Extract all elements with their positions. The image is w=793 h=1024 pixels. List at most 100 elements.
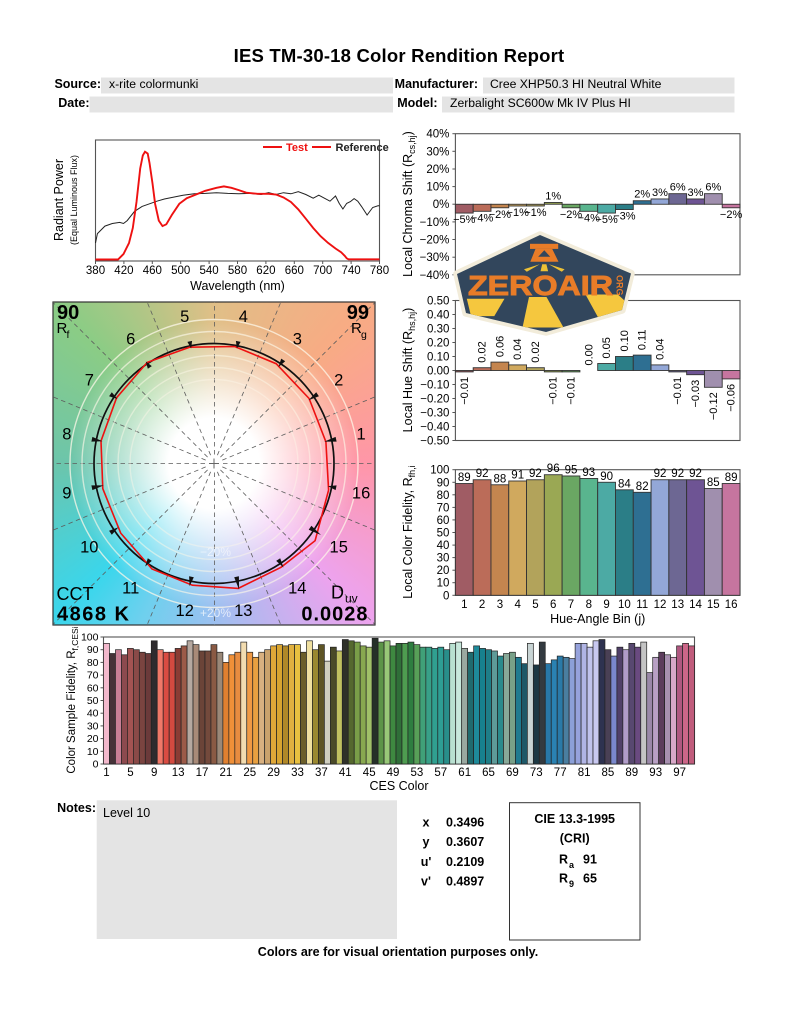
svg-text:580: 580 (228, 265, 247, 277)
svg-text:Local Hue Shift (Rhs,hj): Local Hue Shift (Rhs,hj) (401, 308, 417, 433)
svg-text:70: 70 (437, 502, 450, 514)
svg-text:80: 80 (87, 657, 99, 669)
svg-text:20: 20 (437, 565, 450, 577)
svg-text:80: 80 (437, 490, 450, 502)
svg-text:92: 92 (529, 468, 542, 480)
svg-text:−0.40: −0.40 (420, 422, 449, 434)
svg-text:90: 90 (600, 471, 613, 483)
svg-text:50: 50 (437, 528, 450, 540)
svg-text:3%: 3% (688, 187, 704, 199)
svg-text:−0.30: −0.30 (420, 408, 449, 420)
svg-text:CIE 13.3-1995: CIE 13.3-1995 (534, 812, 615, 826)
svg-text:g: g (361, 329, 367, 341)
svg-text:R: R (57, 320, 68, 337)
svg-text:100: 100 (81, 632, 99, 644)
svg-text:540: 540 (200, 265, 219, 277)
svg-text:10: 10 (87, 746, 99, 758)
svg-text:7: 7 (568, 599, 574, 611)
svg-text:92: 92 (689, 468, 702, 480)
svg-text:10%: 10% (426, 182, 449, 194)
svg-text:13: 13 (234, 602, 252, 620)
svg-text:−0.20: −0.20 (420, 394, 449, 406)
svg-text:IES TM-30-18 Color Rendition R: IES TM-30-18 Color Rendition Report (234, 45, 565, 66)
svg-text:Cree XHP50.3 HI Neutral White: Cree XHP50.3 HI Neutral White (490, 77, 662, 91)
svg-text:20: 20 (87, 733, 99, 745)
svg-text:0.30: 0.30 (427, 324, 449, 336)
svg-text:x: x (423, 816, 430, 830)
svg-text:89: 89 (725, 472, 738, 484)
svg-text:Zerbalight SC600w Mk IV Plus H: Zerbalight SC600w Mk IV Plus HI (450, 96, 631, 110)
svg-text:99: 99 (347, 302, 369, 324)
svg-text:65: 65 (583, 872, 597, 886)
svg-text:v': v' (421, 875, 431, 889)
svg-text:y: y (423, 835, 430, 849)
svg-text:−4%: −4% (471, 212, 494, 224)
svg-text:30: 30 (87, 720, 99, 732)
svg-text:−20%: −20% (200, 545, 231, 559)
svg-text:25: 25 (243, 767, 256, 779)
svg-text:40: 40 (437, 540, 450, 552)
svg-text:89: 89 (458, 472, 471, 484)
svg-text:1: 1 (103, 767, 109, 779)
svg-text:85: 85 (707, 477, 720, 489)
svg-text:0.02: 0.02 (477, 341, 489, 362)
svg-text:0.02: 0.02 (530, 341, 542, 362)
svg-text:2%: 2% (634, 189, 650, 201)
svg-text:0.2109: 0.2109 (446, 855, 484, 869)
svg-text:780: 780 (370, 265, 389, 277)
svg-text:420: 420 (114, 265, 133, 277)
svg-text:0.05: 0.05 (601, 337, 613, 358)
svg-text:37: 37 (315, 767, 328, 779)
svg-text:−0.01: −0.01 (566, 377, 578, 405)
svg-text:u': u' (421, 855, 432, 869)
svg-text:0.3496: 0.3496 (446, 816, 484, 830)
svg-text:0: 0 (443, 590, 449, 602)
svg-text:9: 9 (151, 767, 157, 779)
svg-text:−2%: −2% (720, 209, 743, 221)
svg-text:100: 100 (430, 465, 449, 477)
svg-text:0.00: 0.00 (427, 366, 449, 378)
svg-text:6: 6 (550, 599, 556, 611)
svg-text:6%: 6% (705, 182, 721, 194)
svg-text:1: 1 (357, 426, 366, 444)
svg-text:40: 40 (87, 708, 99, 720)
svg-text:10: 10 (618, 599, 631, 611)
svg-text:57: 57 (434, 767, 447, 779)
svg-text:8: 8 (586, 599, 592, 611)
svg-text:Colors are for visual orientat: Colors are for visual orientation purpos… (258, 945, 538, 959)
svg-text:92: 92 (671, 468, 684, 480)
svg-text:−2%: −2% (489, 209, 512, 221)
svg-text:740: 740 (342, 265, 361, 277)
svg-text:6: 6 (126, 330, 135, 348)
svg-text:−4%: −4% (578, 212, 601, 224)
svg-text:9: 9 (569, 879, 574, 889)
svg-text:29: 29 (267, 767, 280, 779)
svg-text:93: 93 (649, 767, 662, 779)
svg-text:(Equal Luminous Flux): (Equal Luminous Flux) (69, 155, 79, 245)
svg-text:10: 10 (80, 538, 98, 556)
svg-text:Color Sample Fidelity, Rf,CESi: Color Sample Fidelity, Rf,CESi (66, 626, 80, 773)
svg-text:91: 91 (511, 470, 524, 482)
svg-text:65: 65 (482, 767, 495, 779)
svg-text:0.00: 0.00 (583, 344, 595, 365)
svg-text:16: 16 (725, 599, 738, 611)
svg-text:−5%: −5% (595, 214, 618, 226)
svg-text:R: R (559, 853, 568, 867)
svg-text:13: 13 (671, 599, 684, 611)
svg-text:81: 81 (578, 767, 591, 779)
svg-text:x-rite colormunki: x-rite colormunki (109, 77, 198, 91)
svg-text:CCT: CCT (57, 584, 94, 604)
svg-text:−0.03: −0.03 (690, 380, 702, 408)
svg-text:30%: 30% (426, 146, 449, 158)
svg-text:88: 88 (494, 473, 507, 485)
svg-text:Radiant Power: Radiant Power (52, 159, 66, 241)
svg-text:85: 85 (602, 767, 615, 779)
svg-text:−1%: −1% (507, 207, 530, 219)
svg-text:96: 96 (547, 463, 560, 475)
svg-text:53: 53 (411, 767, 424, 779)
svg-text:84: 84 (618, 478, 631, 490)
svg-text:660: 660 (285, 265, 304, 277)
svg-text:0.4897: 0.4897 (446, 875, 484, 889)
svg-text:f: f (67, 329, 70, 341)
svg-text:3%: 3% (652, 187, 668, 199)
